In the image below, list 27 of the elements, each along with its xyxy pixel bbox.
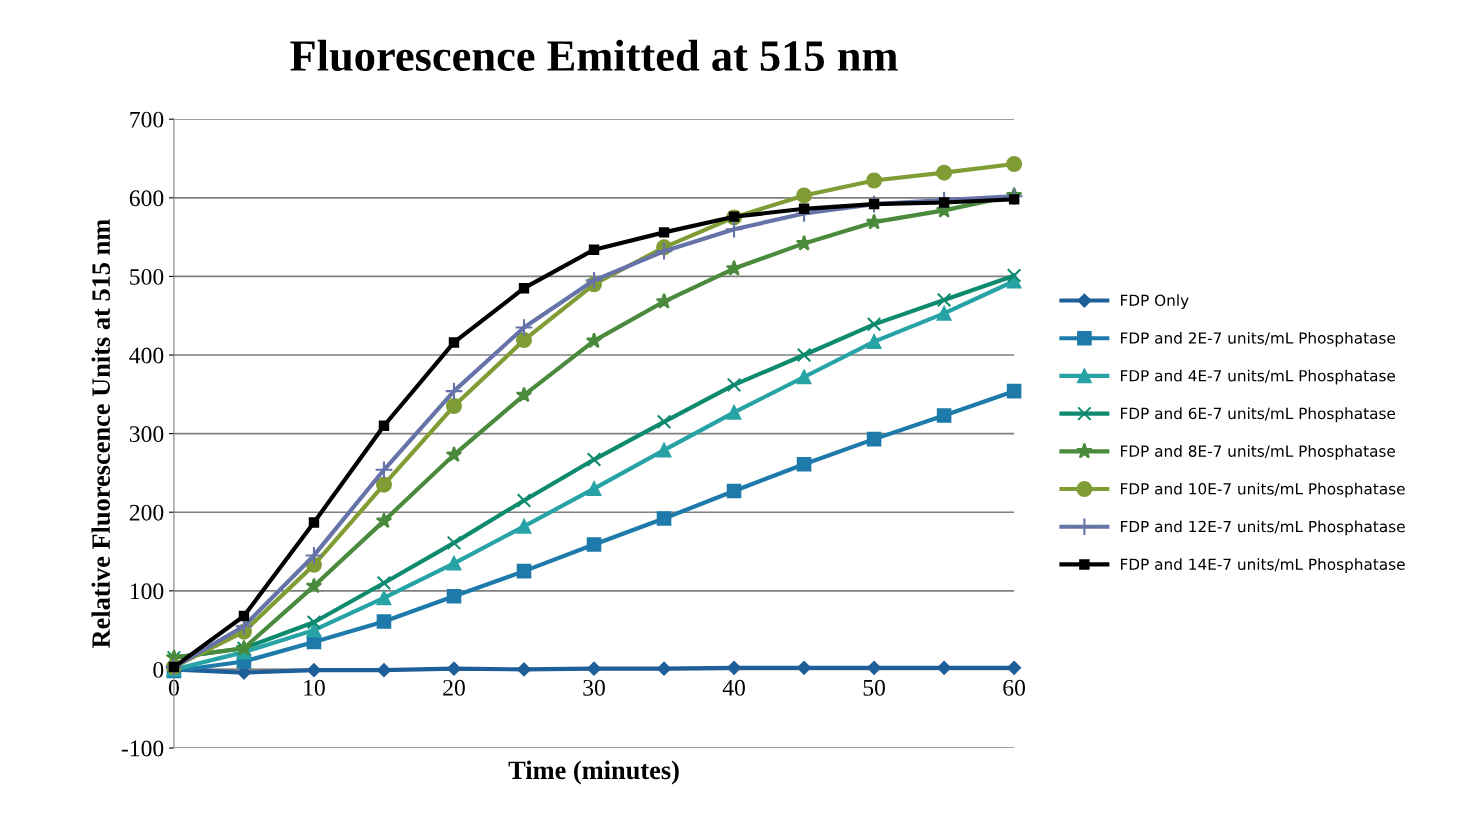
legend-label: FDP Only (1121, 294, 1189, 310)
legend-label: FDP and 6E-7 units/mL Phosphatase (1121, 407, 1396, 423)
y-tick-label: 700 (130, 111, 164, 128)
x-tick-label: 30 (583, 679, 605, 696)
legend-label: FDP and 8E-7 units/mL Phosphatase (1121, 445, 1396, 460)
y-tick-label: 300 (129, 426, 164, 443)
y-axis-title: Relative Fluorescence Units at 515 nm (91, 219, 111, 649)
legend-label: FDP and 4E-7 units/mL Phosphatase (1121, 369, 1396, 385)
x-tick-label: 20 (443, 679, 465, 696)
x-axis-title: Time (minutes) (508, 760, 679, 785)
x-tick-label: 10 (304, 679, 325, 696)
legend-label: FDP and 12E-7 units/mL Phosphatase (1121, 520, 1405, 536)
legend-label: FDP and 10E-7 units/mL Phosphatase (1121, 482, 1405, 498)
x-tick-label: 40 (722, 679, 745, 696)
legend-label: FDP and 14E-7 units/mL Phosphatase (1121, 558, 1405, 573)
x-tick-label: 50 (863, 679, 885, 696)
y-tick-label: 200 (129, 504, 164, 521)
x-tick-label: 60 (1003, 679, 1026, 696)
y-tick-label: 500 (130, 268, 164, 285)
y-tick-label: 400 (129, 347, 164, 364)
y-tick-label: 100 (130, 583, 164, 600)
legend-label: FDP and 2E-7 units/mL Phosphatase (1121, 331, 1396, 347)
x-tick-label: 0 (168, 679, 179, 696)
y-tick-label: 0 (153, 661, 164, 678)
chart-title: Fluorescence Emitted at 515 nm (290, 39, 898, 72)
y-tick-label: 600 (129, 190, 164, 207)
y-tick-label: -100 (121, 740, 164, 757)
